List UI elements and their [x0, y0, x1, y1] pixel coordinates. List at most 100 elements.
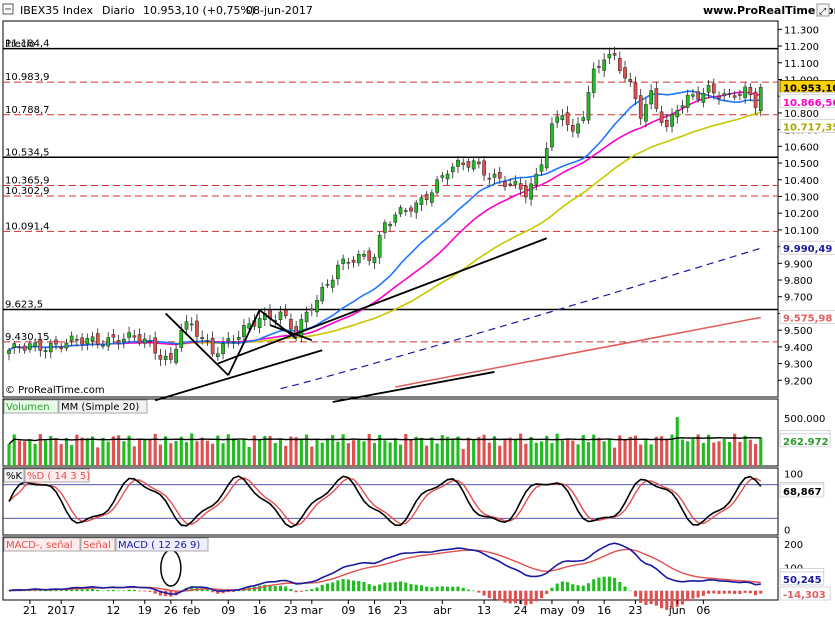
- macd-hist-bar: [675, 590, 679, 607]
- macd-hist-bar: [325, 583, 330, 592]
- candle-body: [200, 337, 204, 339]
- candle-body: [242, 325, 246, 337]
- macd-hist-bar: [289, 589, 293, 592]
- candle-body: [497, 171, 502, 179]
- stoch-value-box: [779, 483, 825, 498]
- macd-hist-bar: [414, 584, 418, 592]
- x-tick-label-7: 16: [253, 604, 267, 617]
- macd-hist-bar: [550, 587, 554, 592]
- candle-body: [638, 95, 643, 119]
- ma30-line: [8, 91, 761, 351]
- macd-hist-bar: [64, 589, 68, 592]
- candle-body: [450, 166, 455, 173]
- macd-hist-bar: [592, 579, 596, 592]
- candle-body: [341, 258, 345, 264]
- volume-bar: [158, 444, 162, 466]
- site-url: www.ProRealTime.com: [703, 4, 835, 17]
- level-label-2: 10.788,7: [5, 105, 50, 116]
- candle-body: [142, 338, 147, 344]
- stoch-value-1: 68,867: [783, 487, 822, 498]
- candle-body: [48, 342, 53, 353]
- volume-bar: [753, 443, 758, 466]
- x-tick-label-12: 23: [394, 604, 408, 617]
- macd-hist-bar: [278, 585, 283, 592]
- volume-bar: [38, 434, 42, 466]
- macd-hist-bar: [388, 582, 392, 592]
- candle-body: [330, 279, 335, 288]
- price-tick-label: 9.200: [784, 376, 813, 387]
- macd-hist-bar: [106, 590, 110, 592]
- candle-body: [680, 105, 685, 108]
- expand-button[interactable]: [816, 3, 830, 17]
- candle-body: [675, 110, 680, 118]
- macd-hist-bar: [524, 590, 528, 606]
- x-tick-label-5: feb: [183, 604, 201, 617]
- volume-bar: [435, 443, 439, 466]
- volume-ma-title: MM (Simple 20): [61, 402, 139, 413]
- candle-body: [623, 67, 627, 79]
- price-tick-label: 10.400: [784, 176, 819, 187]
- stoch-k-line: [8, 475, 762, 529]
- price-tick-label: 9.300: [784, 360, 813, 371]
- macd-value-box: [779, 586, 831, 601]
- x-tick-label-14: 13: [477, 604, 491, 617]
- macd-hist-bar: [367, 584, 371, 592]
- macd-hist-bar: [310, 589, 314, 592]
- candle-body: [565, 112, 570, 125]
- candle-body: [137, 334, 142, 344]
- x-tick-label-19: 23: [628, 604, 642, 617]
- candle-body: [22, 345, 27, 351]
- macd-hist-bar: [315, 587, 319, 592]
- volume-bar: [49, 435, 53, 466]
- candle-body: [607, 53, 612, 59]
- volume-bar: [85, 438, 89, 466]
- candle-body: [471, 160, 476, 170]
- candle-body: [299, 319, 304, 337]
- candle-body: [226, 338, 231, 342]
- macd-hist-bar: [357, 580, 361, 592]
- volume-bar: [628, 436, 632, 466]
- candle-body: [717, 96, 721, 99]
- candle-body: [205, 340, 210, 342]
- macd-hist-bar: [148, 590, 152, 592]
- volume-bar: [237, 440, 241, 466]
- candle-body: [309, 308, 314, 311]
- macd-hist-bar: [717, 590, 721, 594]
- macd-hist-bar: [618, 581, 622, 592]
- candle-body: [534, 173, 539, 185]
- volume-bar: [440, 435, 444, 466]
- level-label-5: 10.302,9: [5, 186, 50, 197]
- macd-hist-bar: [571, 584, 575, 592]
- volume-bar: [127, 435, 131, 466]
- volume-bar: [341, 434, 345, 466]
- candle-body: [597, 66, 601, 68]
- candle-body: [727, 93, 732, 95]
- macd-hist-bar: [111, 589, 115, 592]
- macd-hist-bar: [320, 584, 324, 592]
- macd-hist-bar: [70, 588, 74, 592]
- volume-bar: [132, 446, 136, 466]
- macd-hist-bar: [258, 585, 262, 592]
- volume-bar: [466, 437, 470, 466]
- candle-body: [602, 59, 606, 71]
- volume-bar: [378, 434, 382, 466]
- macd-hist-bar: [341, 578, 345, 592]
- volume-bar: [419, 437, 424, 466]
- candle-body: [179, 330, 184, 348]
- candle-body: [315, 299, 319, 313]
- macd-hist-bar: [205, 589, 209, 592]
- price-value-box: [779, 119, 835, 134]
- macd-line-title: MACD ( 12 26 9): [118, 540, 200, 551]
- volume-bar: [555, 433, 559, 466]
- macd-hist-bar: [691, 590, 695, 599]
- volume-bar: [398, 444, 403, 466]
- volume-bar: [164, 436, 168, 466]
- volume-bar: [252, 435, 256, 466]
- volume-bars: [7, 417, 763, 466]
- x-tick-label-16: may: [540, 604, 564, 617]
- candle-body: [90, 336, 95, 342]
- volume-bar: [143, 438, 147, 466]
- macd-hist-bar: [346, 579, 350, 592]
- volume-bar: [43, 440, 48, 466]
- volume-bar: [263, 435, 267, 466]
